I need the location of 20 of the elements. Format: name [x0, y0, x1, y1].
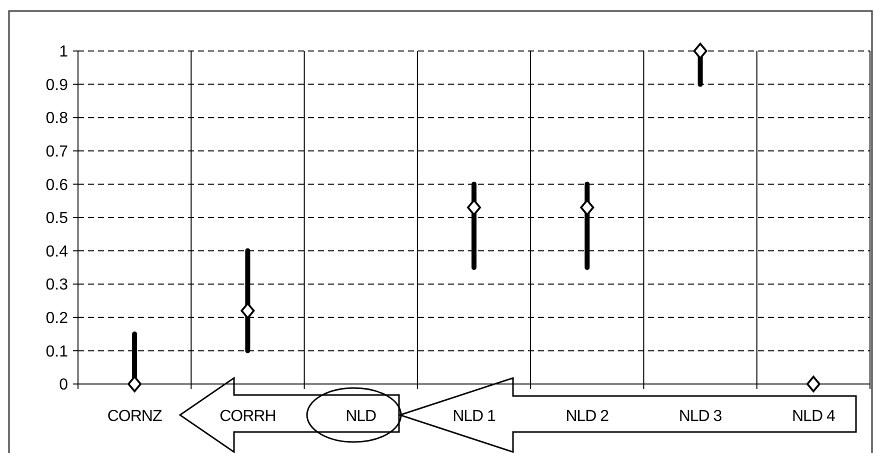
x-tick-label: NLD 1 — [452, 408, 496, 425]
y-tick-label: 0.2 — [46, 310, 68, 327]
y-tick-label: 0.1 — [46, 343, 68, 360]
x-tick-label: NLD 4 — [792, 408, 836, 425]
y-tick-label: 0.7 — [46, 144, 68, 160]
y-tick-label: 0.9 — [46, 76, 68, 94]
point — [806, 376, 820, 392]
point — [240, 302, 255, 319]
y-tick-label: 1 — [59, 44, 68, 61]
y-tick-label: 0.5 — [46, 210, 68, 228]
x-tick-label: CORRH — [220, 408, 276, 425]
x-tick-label: NLD — [346, 408, 376, 425]
y-tick-label: 0.4 — [46, 243, 68, 260]
y-tick-label: 0.3 — [46, 276, 68, 294]
x-tick-label: CORNZ — [107, 408, 162, 425]
y-tick-label: 0.6 — [46, 176, 68, 194]
x-tick-label: NLD 3 — [678, 408, 722, 425]
y-tick-label: 0.8 — [46, 110, 68, 128]
x-tick-label: NLD 2 — [566, 408, 610, 425]
y-tick-label: 0 — [59, 376, 68, 394]
